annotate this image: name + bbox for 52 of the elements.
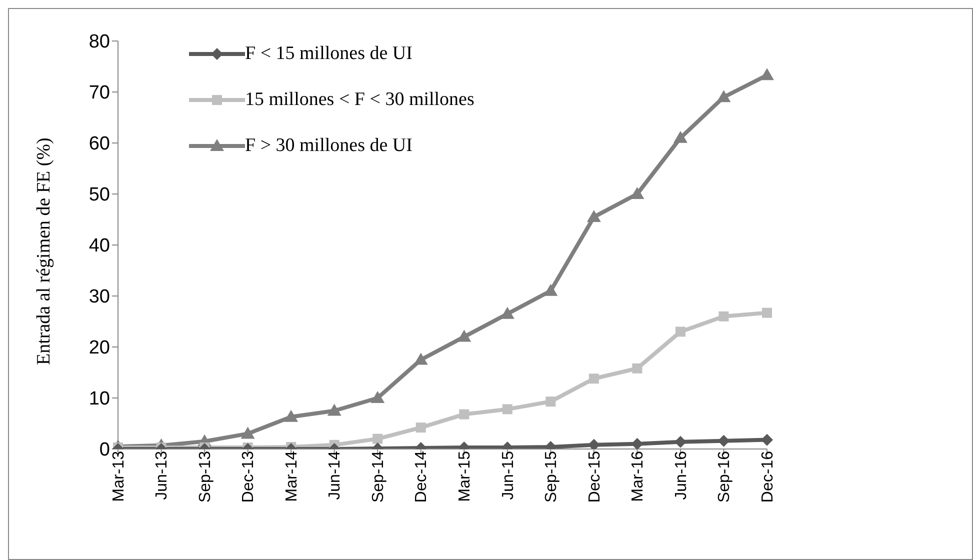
- point: [372, 434, 383, 444]
- y-tick-label: 50: [88, 184, 110, 206]
- legend-label: 15 millones < F < 30 millones: [245, 89, 474, 111]
- point: [414, 352, 428, 365]
- y-tick-label: 0: [99, 440, 110, 461]
- x-tick-label: Sep-16: [716, 450, 734, 503]
- y-tick-label: 40: [88, 236, 110, 257]
- point: [502, 404, 512, 414]
- point: [457, 330, 472, 342]
- y-axis-title: Entrada al régimen de FE (%): [34, 138, 55, 365]
- point: [459, 409, 470, 420]
- y-tick-label: 10: [88, 388, 110, 410]
- point: [718, 311, 729, 322]
- x-tick-label: Dec-16: [759, 450, 776, 503]
- x-tick-label: Mar-16: [630, 450, 647, 502]
- point: [760, 68, 774, 80]
- point: [675, 326, 686, 337]
- x-tick-label: Jun-15: [500, 450, 517, 500]
- point: [240, 426, 255, 439]
- x-tick-label: Dec-14: [413, 450, 430, 503]
- point: [762, 308, 772, 318]
- x-tick-label: Sep-14: [370, 450, 387, 503]
- x-tick-label: Sep-15: [543, 450, 560, 503]
- x-tick-label: Mar-14: [283, 450, 300, 502]
- point: [327, 404, 342, 416]
- point: [632, 363, 642, 374]
- point: [544, 284, 558, 296]
- x-tick-label: Jun-14: [326, 450, 344, 500]
- y-tick-label: 80: [88, 32, 110, 53]
- point: [673, 130, 688, 143]
- y-tick-label: 60: [88, 134, 110, 155]
- x-tick-label: Mar-13: [110, 450, 128, 502]
- y-tick-label: 70: [88, 82, 110, 104]
- x-tick-label: Jun-16: [672, 450, 690, 500]
- x-tick-label: Dec-15: [586, 450, 604, 503]
- point: [370, 391, 385, 403]
- point: [716, 90, 731, 102]
- point: [586, 210, 601, 222]
- x-tick-label: Dec-13: [240, 450, 258, 503]
- x-tick-label: Mar-15: [456, 450, 474, 502]
- x-tick-label: Jun-13: [154, 450, 171, 500]
- y-tick-label: 20: [88, 338, 110, 359]
- point: [630, 187, 644, 199]
- x-tick-label: Sep-13: [196, 450, 214, 503]
- point: [588, 374, 599, 384]
- point: [500, 306, 514, 319]
- legend-label: F > 30 millones de UI: [245, 135, 412, 157]
- point: [546, 396, 556, 407]
- legend-label: F < 15 millones de UI: [245, 43, 412, 65]
- y-tick-label: 30: [88, 286, 110, 308]
- point: [284, 410, 298, 422]
- point: [416, 422, 426, 433]
